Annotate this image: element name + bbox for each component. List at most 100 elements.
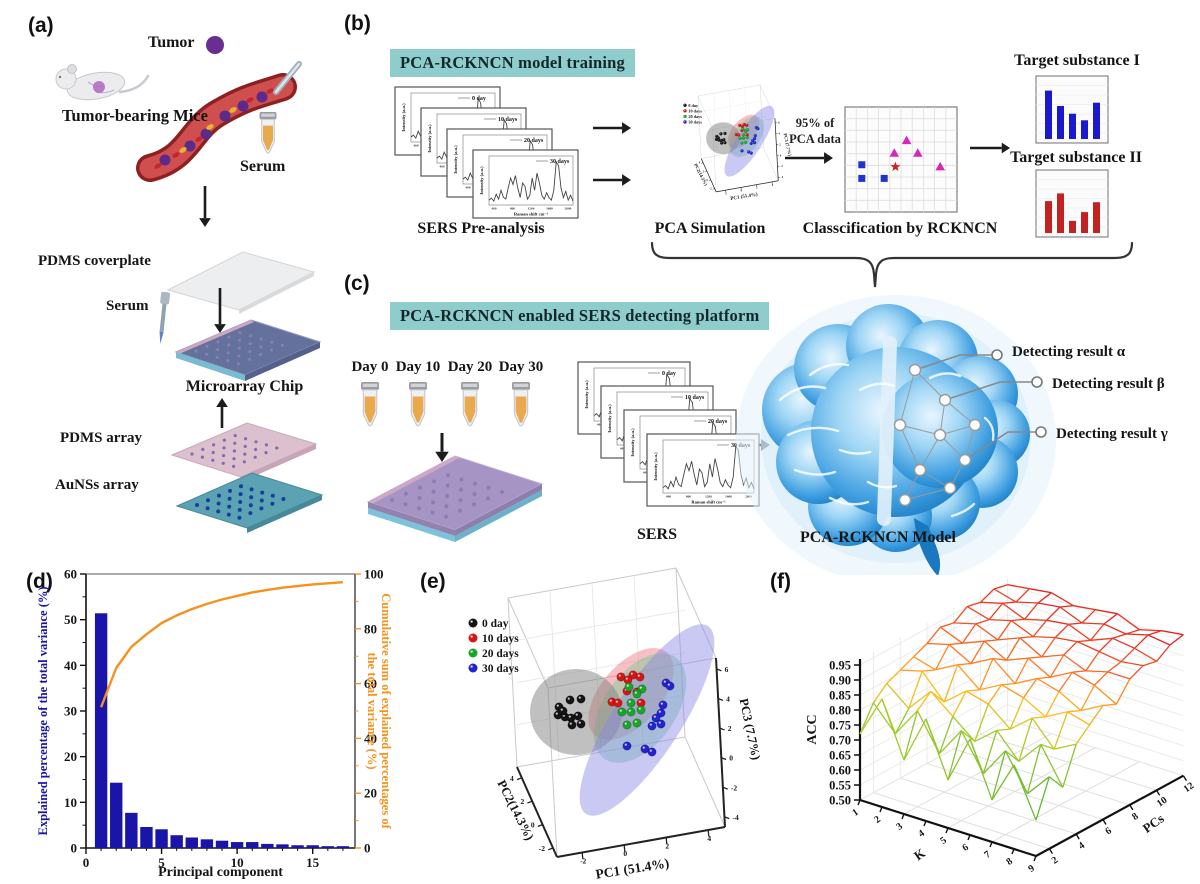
svg-text:4: 4: [916, 828, 926, 840]
svg-text:10 days: 10 days: [685, 395, 705, 401]
svg-text:-2: -2: [725, 192, 728, 195]
day-20-label: Day 20: [447, 359, 493, 375]
svg-text:40: 40: [64, 658, 77, 673]
svg-text:10: 10: [64, 795, 77, 810]
pca-simulation-mini: -2 0 2 4 4 2 0 -2 -4 -2 0 2 4 6 PC1 (51.4%) PC2(14.3%) P…: [683, 84, 792, 202]
svg-text:1: 1: [850, 807, 860, 819]
svg-text:0 day: 0 day: [482, 618, 509, 630]
svg-text:2: 2: [703, 170, 705, 173]
pca-simulation-caption: PCA Simulation: [654, 220, 766, 237]
svg-text:Intensity (a.u.): Intensity (a.u.): [630, 428, 635, 457]
panel-e-letter: (e): [420, 570, 446, 593]
svg-text:400: 400: [491, 207, 496, 211]
svg-text:15: 15: [306, 855, 320, 870]
svg-text:30 days: 30 days: [688, 119, 702, 124]
day-10-label: Day 10: [395, 359, 441, 375]
svg-text:0 day: 0 day: [472, 96, 486, 102]
svg-text:PC1 (51.4%): PC1 (51.4%): [594, 855, 670, 881]
svg-text:2: 2: [520, 797, 524, 806]
svg-text:0: 0: [623, 849, 627, 858]
sers-preanalysis-caption: SERS Pre-analysis: [417, 220, 545, 237]
svg-text:20: 20: [364, 786, 377, 801]
target-substance-2-label: Target substance II: [1010, 149, 1142, 166]
svg-text:0.75: 0.75: [829, 719, 851, 733]
svg-text:2: 2: [756, 187, 758, 190]
svg-text:4: 4: [726, 695, 730, 704]
svg-text:-4: -4: [732, 813, 738, 822]
svg-text:800: 800: [686, 495, 691, 499]
svg-text:2: 2: [1050, 855, 1060, 867]
pca-data-arrow-label-line2: PCA data: [789, 131, 841, 146]
svg-text:-2: -2: [539, 844, 545, 853]
svg-text:12: 12: [1182, 780, 1197, 795]
svg-text:20 days: 20 days: [688, 114, 702, 119]
svg-text:Explained percentage of the to: Explained percentage of the total varian…: [36, 586, 50, 835]
svg-text:Intensity (a.u.): Intensity (a.u.): [479, 166, 484, 195]
svg-text:10 days: 10 days: [498, 117, 518, 123]
svg-text:Raman shift cm⁻¹: Raman shift cm⁻¹: [514, 212, 549, 217]
svg-text:4: 4: [779, 132, 781, 135]
svg-text:-2: -2: [580, 857, 586, 866]
classification-caption: Classcification by RCKNCN: [802, 220, 998, 237]
svg-text:8: 8: [1130, 811, 1140, 823]
day-30-label: Day 30: [498, 359, 544, 375]
panel-f-letter: (f): [770, 570, 791, 593]
svg-text:0: 0: [531, 821, 535, 830]
panel-c-header: PCA-RCKNCN enabled SERS detecting platfo…: [390, 302, 770, 330]
svg-text:20: 20: [64, 749, 77, 764]
detecting-result-alpha: Detecting result α: [1012, 344, 1126, 360]
svg-text:0: 0: [364, 841, 371, 856]
svg-text:30: 30: [64, 704, 77, 719]
svg-text:6: 6: [960, 842, 970, 854]
svg-text:0: 0: [729, 754, 733, 763]
panel-c-letter: (c): [344, 272, 370, 295]
svg-text:0.55: 0.55: [829, 779, 851, 793]
svg-text:4: 4: [772, 184, 774, 187]
svg-text:-2: -2: [780, 165, 783, 168]
svg-text:6: 6: [1103, 826, 1113, 838]
svg-text:1600: 1600: [725, 495, 732, 499]
svg-text:4: 4: [699, 162, 701, 165]
svg-text:0.60: 0.60: [829, 764, 851, 778]
svg-text:PCs: PCs: [1140, 811, 1167, 836]
svg-text:0.90: 0.90: [829, 674, 851, 688]
svg-text:Cumulative sum of explained pe: Cumulative sum of explained percentages …: [365, 593, 393, 829]
svg-text:4: 4: [1077, 840, 1087, 852]
microarray-chip-label: Microarray Chip: [185, 378, 304, 395]
svg-text:1200: 1200: [528, 207, 535, 211]
panel-d-variance-chart: 0 10 20 30 40 50 60 0 20 40 60 80 100 0 5 10 15 Principal…: [36, 567, 393, 881]
svg-text:0.85: 0.85: [829, 689, 851, 703]
svg-text:3: 3: [894, 821, 904, 833]
panel-d-letter: (d): [26, 570, 53, 593]
svg-text:400: 400: [620, 447, 625, 451]
svg-text:0.50: 0.50: [829, 794, 851, 808]
svg-text:0.70: 0.70: [829, 734, 851, 748]
sers-spectrum-card: 30 days Intensity (a.u.) Raman shift cm⁻¹ 4…: [472, 149, 579, 219]
svg-text:PC2(14.3%): PC2(14.3%): [693, 163, 709, 187]
aunss-array-label: AuNSs array: [55, 477, 139, 493]
panel-a-illustration: [55, 36, 324, 533]
svg-text:0: 0: [741, 190, 743, 193]
svg-text:0 day: 0 day: [688, 103, 699, 108]
svg-text:400: 400: [666, 495, 671, 499]
target-substance-1-label: Target substance I: [1014, 52, 1140, 69]
svg-text:400: 400: [643, 471, 648, 475]
tumor-label: Tumor: [148, 34, 195, 51]
svg-text:10: 10: [1155, 795, 1170, 810]
svg-text:20 days: 20 days: [482, 648, 519, 660]
svg-text:Raman shift cm⁻¹: Raman shift cm⁻¹: [691, 500, 726, 505]
svg-text:6: 6: [725, 665, 729, 674]
svg-text:Intensity (a.u.): Intensity (a.u.): [401, 103, 406, 132]
svg-text:2: 2: [665, 842, 669, 851]
svg-text:1600: 1600: [546, 207, 553, 211]
svg-text:0: 0: [780, 154, 782, 157]
svg-text:PC1 (51.4%): PC1 (51.4%): [730, 193, 758, 202]
pdms-array-label: PDMS array: [60, 430, 143, 446]
pdms-coverplate-label: PDMS coverplate: [38, 253, 151, 269]
svg-text:2000: 2000: [565, 207, 572, 211]
svg-text:Intensity (a.u.): Intensity (a.u.): [584, 380, 589, 409]
svg-text:30 days: 30 days: [550, 159, 570, 165]
svg-text:60: 60: [364, 676, 377, 691]
